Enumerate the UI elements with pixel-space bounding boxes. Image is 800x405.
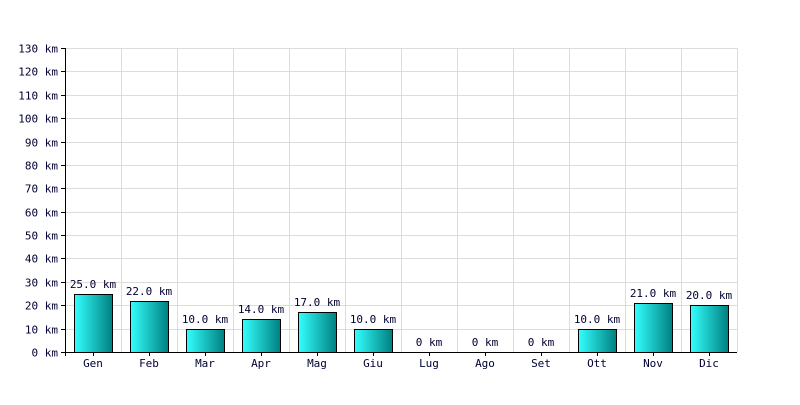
x-tick-label-nov: Nov (643, 357, 663, 370)
data-label-dic: 20.0 km (686, 289, 733, 302)
x-tick-label-dic: Dic (699, 357, 719, 370)
bar-nov (634, 303, 673, 353)
x-tick-label-ott: Ott (587, 357, 607, 370)
data-label-feb: 22.0 km (126, 285, 173, 298)
data-label-lug: 0 km (416, 336, 443, 349)
x-tick-label-apr: Apr (251, 357, 271, 370)
x-tick-label-giu: Giu (363, 357, 383, 370)
data-label-mar: 10.0 km (182, 313, 229, 326)
x-tick-label-gen: Gen (83, 357, 103, 370)
x-tick-label-lug: Lug (419, 357, 439, 370)
y-tick-label: 130 km (18, 43, 58, 56)
x-tick-label-mar: Mar (195, 357, 215, 370)
bar-ott (578, 329, 617, 353)
data-label-apr: 14.0 km (238, 303, 285, 316)
y-tick-label: 100 km (18, 113, 58, 126)
y-tick-label: 50 km (25, 230, 58, 243)
bar-apr (242, 319, 281, 353)
data-label-nov: 21.0 km (630, 287, 677, 300)
x-tick-label-ago: Ago (475, 357, 495, 370)
y-tick-label: 110 km (18, 90, 58, 103)
data-label-ago: 0 km (472, 336, 499, 349)
bar-gen (74, 294, 113, 353)
y-tick-label: 120 km (18, 66, 58, 79)
x-tick-label-feb: Feb (139, 357, 159, 370)
bar-layer (74, 294, 729, 353)
y-tick-label: 90 km (25, 137, 58, 150)
data-label-giu: 10.0 km (350, 313, 397, 326)
y-tick-label: 30 km (25, 277, 58, 290)
data-label-gen: 25.0 km (70, 278, 117, 291)
data-label-set: 0 km (528, 336, 555, 349)
y-tick-label: 40 km (25, 253, 58, 266)
data-label-mag: 17.0 km (294, 296, 341, 309)
bar-mag (298, 312, 337, 353)
y-tick-label: 70 km (25, 183, 58, 196)
bar-feb (130, 301, 169, 353)
y-tick-label: 80 km (25, 160, 58, 173)
grid-layer (65, 48, 738, 352)
x-tick-label-mag: Mag (307, 357, 327, 370)
bar-giu (354, 329, 393, 353)
bar-mar (186, 329, 225, 353)
y-tick-label: 20 km (25, 300, 58, 313)
y-tick-label: 0 km (32, 347, 59, 360)
axis-layer (61, 48, 737, 356)
y-tick-label: 10 km (25, 324, 58, 337)
label-layer: 0 km 10 km 20 km 30 km 40 km 50 km 60 km 70 km 8… (18, 43, 732, 371)
bar-dic (690, 305, 729, 353)
y-tick-label: 60 km (25, 207, 58, 220)
data-label-ott: 10.0 km (574, 313, 621, 326)
x-tick-label-set: Set (531, 357, 551, 370)
